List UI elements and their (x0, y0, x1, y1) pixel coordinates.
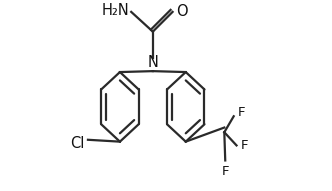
Text: O: O (176, 4, 188, 19)
Text: Cl: Cl (70, 136, 84, 151)
Text: H₂N: H₂N (102, 3, 129, 19)
Text: F: F (237, 106, 245, 119)
Text: N: N (147, 55, 158, 70)
Text: F: F (221, 165, 229, 178)
Text: F: F (240, 139, 248, 152)
